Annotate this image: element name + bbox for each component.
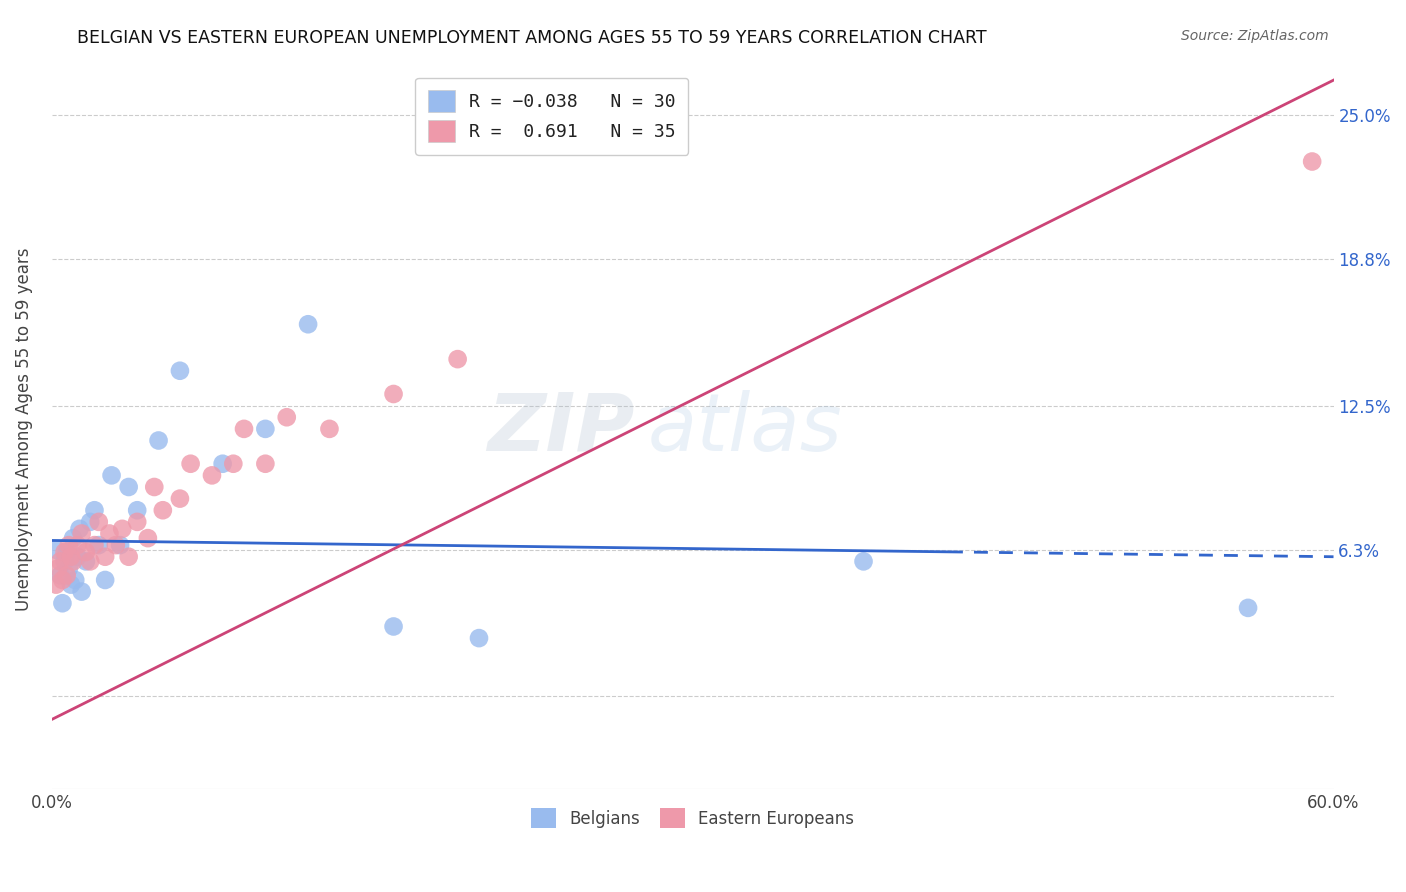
Point [254, 457, 277, 471]
Point [148, 434, 170, 448]
Point [98, 526, 121, 541]
Point [83, 538, 105, 552]
Point [69, 522, 91, 536]
Point [254, 422, 277, 436]
Point [55, 568, 77, 582]
Point [94, 549, 117, 564]
Point [79, 515, 101, 529]
Point [70, 584, 93, 599]
Point [276, 410, 298, 425]
Text: atlas: atlas [648, 390, 842, 468]
Point [111, 522, 134, 536]
Point [51, 573, 73, 587]
Point [382, 387, 405, 401]
Point [55, 545, 77, 559]
Point [83, 503, 105, 517]
Point [59, 549, 82, 564]
Point [233, 422, 256, 436]
Point [49, 568, 72, 582]
Point [468, 631, 491, 645]
Point [143, 480, 166, 494]
Point [58, 538, 80, 552]
Point [65, 573, 87, 587]
Text: BELGIAN VS EASTERN EUROPEAN UNEMPLOYMENT AMONG AGES 55 TO 59 YEARS CORRELATION C: BELGIAN VS EASTERN EUROPEAN UNEMPLOYMENT… [77, 29, 987, 46]
Point [318, 422, 340, 436]
Point [62, 554, 84, 568]
Point [75, 554, 97, 568]
Point [211, 457, 233, 471]
Point [169, 491, 191, 506]
Point [104, 538, 127, 552]
Point [152, 503, 174, 517]
Point [58, 561, 80, 575]
Point [66, 538, 89, 552]
Point [852, 554, 875, 568]
Point [66, 549, 89, 564]
Point [297, 318, 319, 332]
Text: Source: ZipAtlas.com: Source: ZipAtlas.com [1181, 29, 1329, 43]
Point [118, 480, 141, 494]
Point [75, 545, 97, 559]
Point [49, 554, 72, 568]
Point [382, 619, 405, 633]
Text: ZIP: ZIP [488, 390, 636, 468]
Legend: Belgians, Eastern Europeans: Belgians, Eastern Europeans [524, 801, 860, 835]
Point [222, 457, 245, 471]
Point [70, 526, 93, 541]
Point [118, 549, 141, 564]
Point [45, 577, 67, 591]
Point [201, 468, 224, 483]
Point [53, 545, 76, 559]
Point [87, 515, 110, 529]
Point [180, 457, 202, 471]
Point [59, 577, 82, 591]
Point [1237, 600, 1260, 615]
Point [79, 554, 101, 568]
Point [100, 468, 122, 483]
Point [136, 531, 159, 545]
Point [127, 503, 149, 517]
Point [127, 515, 149, 529]
Point [446, 352, 468, 367]
Y-axis label: Unemployment Among Ages 55 to 59 years: Unemployment Among Ages 55 to 59 years [15, 247, 32, 611]
Point [1301, 154, 1323, 169]
Point [169, 364, 191, 378]
Point [108, 538, 131, 552]
Point [87, 538, 110, 552]
Point [45, 542, 67, 557]
Point [94, 573, 117, 587]
Point [51, 596, 73, 610]
Point [53, 554, 76, 568]
Point [62, 531, 84, 545]
Point [46, 561, 69, 575]
